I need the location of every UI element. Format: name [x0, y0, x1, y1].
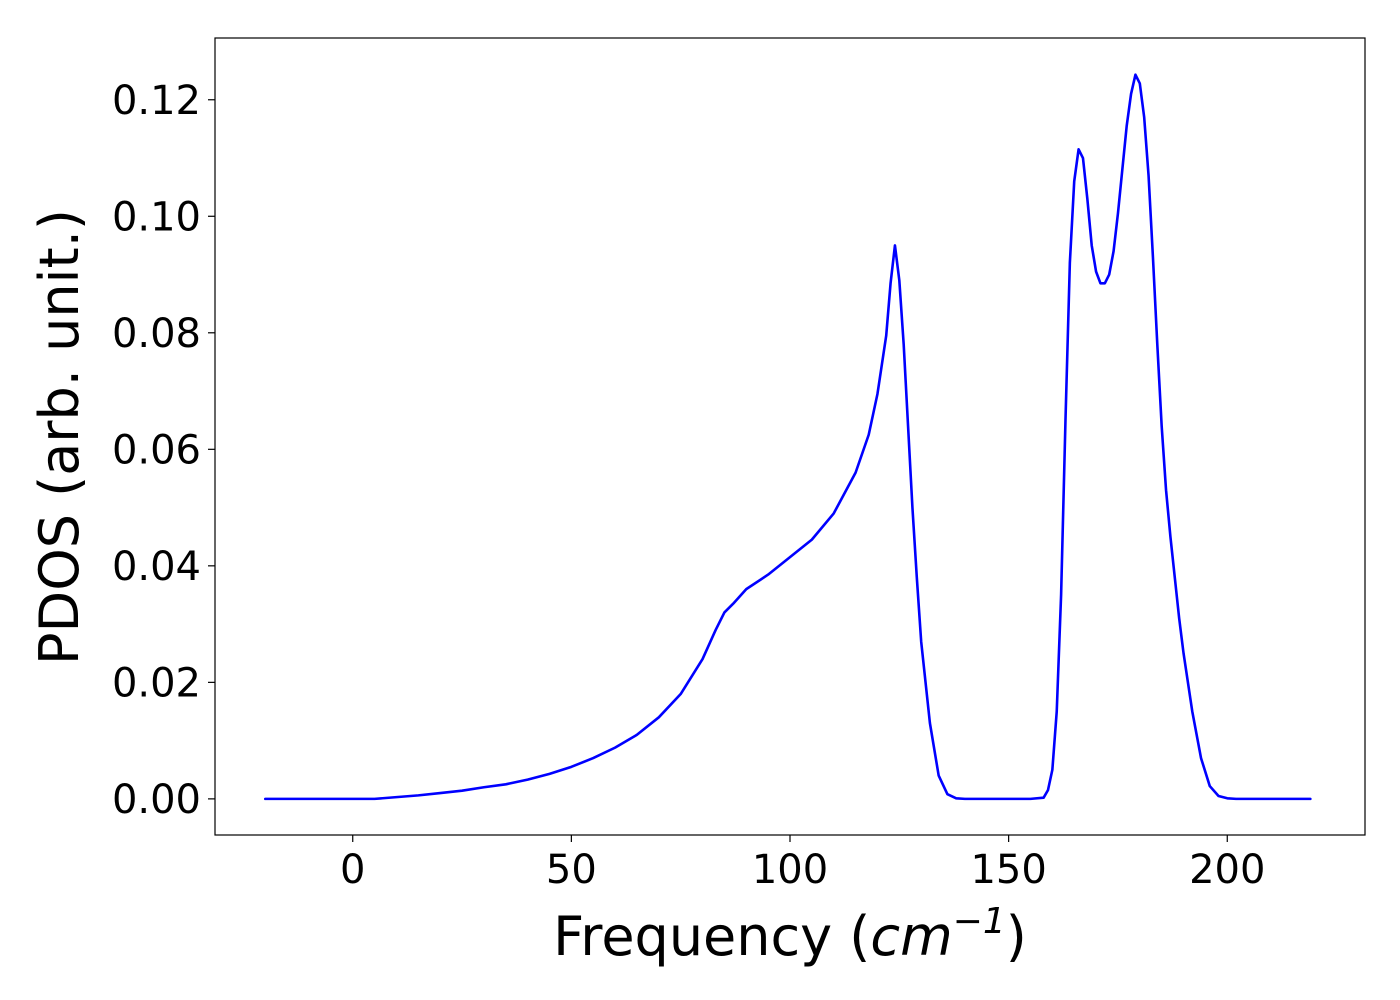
- x-tick-label: 200: [1189, 847, 1265, 893]
- y-tick-label: 0.06: [112, 427, 201, 473]
- y-tick-label: 0.08: [112, 311, 201, 357]
- y-axis-label: PDOS (arb. unit.): [28, 209, 91, 665]
- plot-area: [263, 73, 1312, 801]
- x-tick-label: 150: [970, 847, 1046, 893]
- axes-frame: [214, 37, 1366, 836]
- y-tick-label: 0.10: [112, 194, 201, 240]
- y-tick-label: 0.02: [112, 660, 201, 706]
- x-tick-label: 100: [752, 847, 828, 893]
- y-tick-label: 0.12: [112, 78, 201, 124]
- y-tick-label: 0.04: [112, 544, 201, 590]
- series-line: [263, 73, 1312, 801]
- axis-ticks: [208, 99, 1228, 842]
- x-tick-label: 50: [546, 847, 597, 893]
- y-tick-label: 0.00: [112, 777, 201, 823]
- axis-tick-labels: 0 50 100 150 200 0.00 0.02 0.04 0.06 0.08 0.10 0.12: [112, 78, 1266, 893]
- x-axis-label: Frequency (cm−1): [553, 901, 1027, 968]
- x-tick-label: 0: [340, 847, 365, 893]
